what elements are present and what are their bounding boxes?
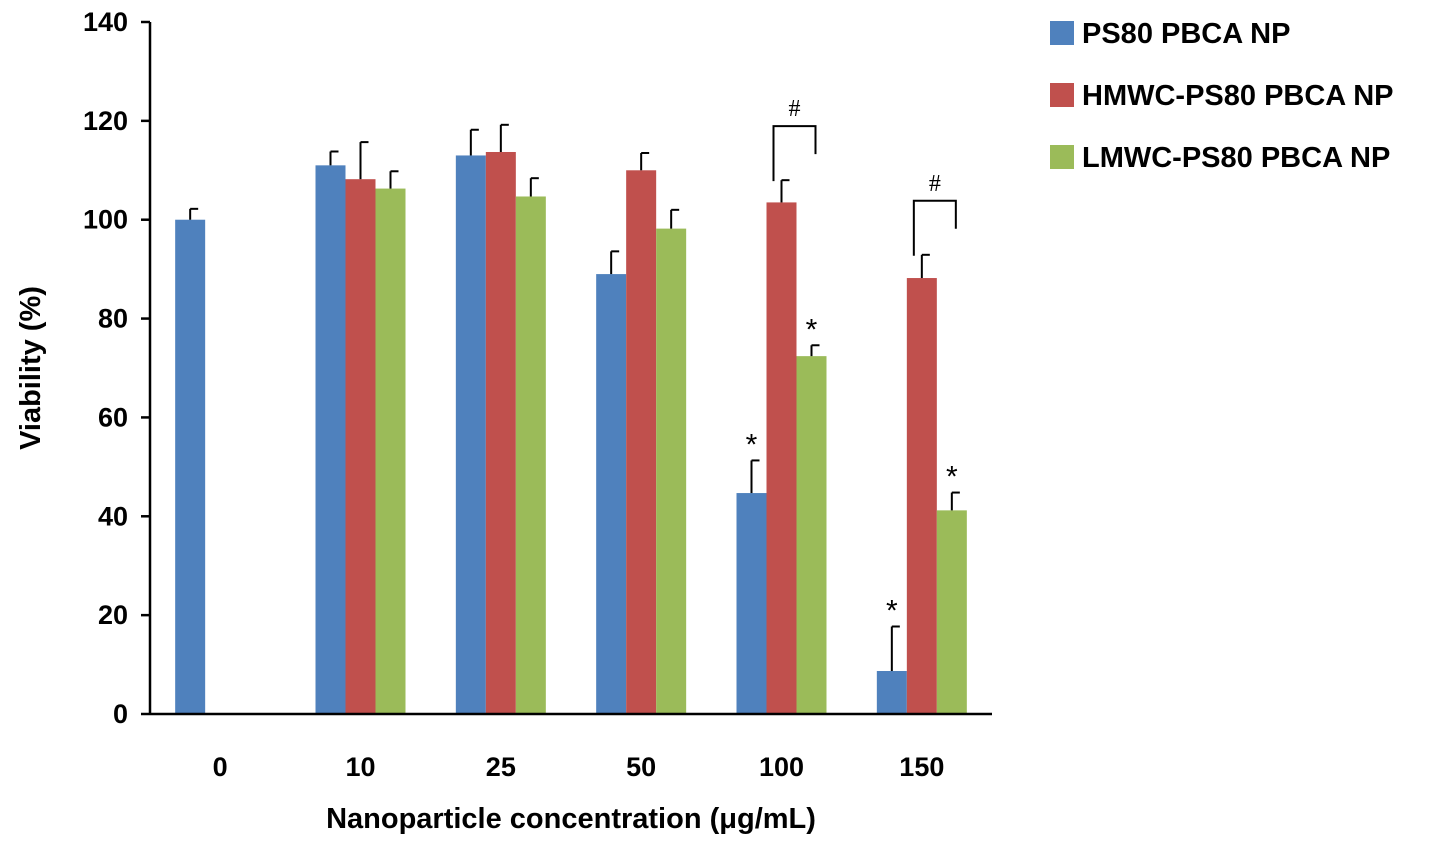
bar bbox=[796, 356, 827, 714]
x-tick-labels: 0 10 25 50 100 150 bbox=[213, 752, 945, 782]
bar bbox=[906, 278, 937, 714]
x-tick-label: 0 bbox=[213, 752, 228, 782]
bar bbox=[626, 170, 657, 715]
y-tick-label: 40 bbox=[98, 501, 128, 531]
bar bbox=[485, 151, 516, 715]
bar bbox=[175, 219, 206, 714]
y-tick-label: 20 bbox=[98, 600, 128, 630]
significance-star: * bbox=[746, 428, 758, 461]
bar bbox=[876, 670, 907, 714]
significance-bracket bbox=[912, 199, 957, 256]
bar bbox=[515, 196, 546, 715]
bar bbox=[315, 165, 346, 715]
bar bbox=[656, 228, 687, 714]
bar bbox=[736, 493, 767, 714]
y-tick-label: 60 bbox=[98, 402, 128, 432]
legend-swatch bbox=[1050, 83, 1074, 107]
y-axis-ticks: 0 20 40 60 80 100 120 140 bbox=[83, 7, 150, 729]
significance-star: * bbox=[886, 595, 898, 628]
significance-star: * bbox=[946, 461, 958, 494]
significance-hash: # bbox=[929, 171, 941, 197]
legend-label: PS80 PBCA NP bbox=[1082, 18, 1290, 50]
legend-swatch bbox=[1050, 21, 1074, 45]
significance-bracket bbox=[772, 125, 817, 182]
y-tick-label: 0 bbox=[113, 699, 128, 729]
y-tick-label: 100 bbox=[83, 205, 128, 235]
x-tick-label: 10 bbox=[345, 752, 375, 782]
bar bbox=[936, 510, 967, 714]
x-tick-label: 50 bbox=[626, 752, 656, 782]
error-bars bbox=[189, 123, 960, 671]
bar bbox=[375, 188, 406, 714]
bar bbox=[596, 274, 627, 714]
x-axis-title: Nanoparticle concentration (μg/mL) bbox=[326, 803, 816, 835]
legend-label: HMWC-PS80 PBCA NP bbox=[1082, 80, 1394, 112]
bar bbox=[766, 202, 797, 714]
legend-swatch bbox=[1050, 145, 1074, 169]
x-tick-label: 25 bbox=[486, 752, 516, 782]
bars bbox=[175, 151, 967, 715]
bar bbox=[345, 179, 376, 714]
x-tick-label: 100 bbox=[759, 752, 804, 782]
x-tick-label: 150 bbox=[899, 752, 944, 782]
legend-label: LMWC-PS80 PBCA NP bbox=[1082, 142, 1390, 174]
y-tick-label: 140 bbox=[83, 7, 128, 37]
legend: PS80 PBCA NP HMWC-PS80 PBCA NP LMWC-PS80 P… bbox=[1050, 18, 1394, 174]
significance-hash: # bbox=[789, 96, 801, 122]
y-tick-label: 120 bbox=[83, 106, 128, 136]
y-tick-label: 80 bbox=[98, 304, 128, 334]
annotations: * * * * # # bbox=[746, 96, 958, 627]
significance-star: * bbox=[806, 313, 818, 346]
y-axis-title: Viability (%) bbox=[15, 286, 47, 450]
bar bbox=[455, 155, 486, 714]
